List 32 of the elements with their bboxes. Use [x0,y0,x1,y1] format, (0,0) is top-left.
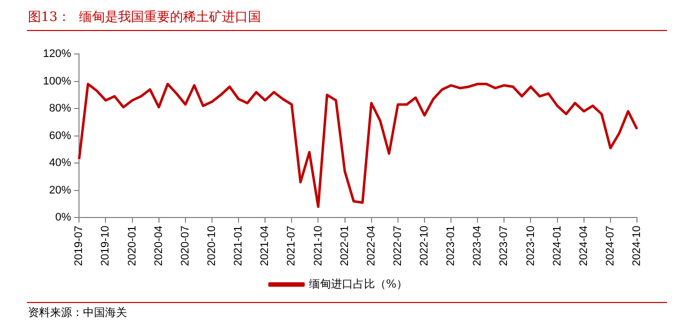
x-tick-label: 2024-07 [604,226,616,266]
x-tick-label: 2024-10 [631,226,644,266]
y-tick-label: 100% [42,75,72,88]
y-tick-label: 60% [49,130,72,142]
x-tick-label: 2021-01 [232,226,245,266]
x-tick-label: 2021-10 [312,226,324,266]
x-tick-label: 2022-10 [418,226,431,266]
y-tick-label: 80% [49,102,72,115]
x-tick-label: 2022-04 [365,226,378,266]
x-tick-label: 2023-01 [445,226,458,266]
x-tick-label: 2019-07 [73,226,86,266]
x-tick-label: 2023-10 [524,226,537,266]
x-tick-label: 2021-07 [286,226,298,266]
y-tick-label: 120% [42,48,72,60]
x-tick-label: 2019-10 [100,226,112,266]
x-tick-label: 2023-07 [498,226,510,266]
x-tick-label: 2023-04 [472,226,484,266]
x-tick-label: 2020-01 [126,226,138,266]
chart-title: 图13： 缅甸是我国重要的稀土矿进口国 [28,9,261,26]
x-tick-label: 2024-01 [551,226,564,266]
y-tick-label: 0% [55,212,72,224]
x-tick-label: 2024-04 [578,226,590,266]
x-tick-label: 2022-07 [392,226,404,266]
x-tick-label: 2021-04 [259,226,272,266]
legend-label: 缅甸进口占比（%） [309,277,408,290]
y-tick-label: 20% [49,184,72,196]
x-tick-label: 2022-01 [338,226,351,266]
x-tick-label: 2020-07 [179,226,192,266]
y-tick-label: 40% [49,157,72,170]
x-tick-label: 2020-10 [206,226,218,266]
text: 资料来源：中国海关 [28,305,127,320]
x-tick-label: 2020-04 [152,226,165,266]
